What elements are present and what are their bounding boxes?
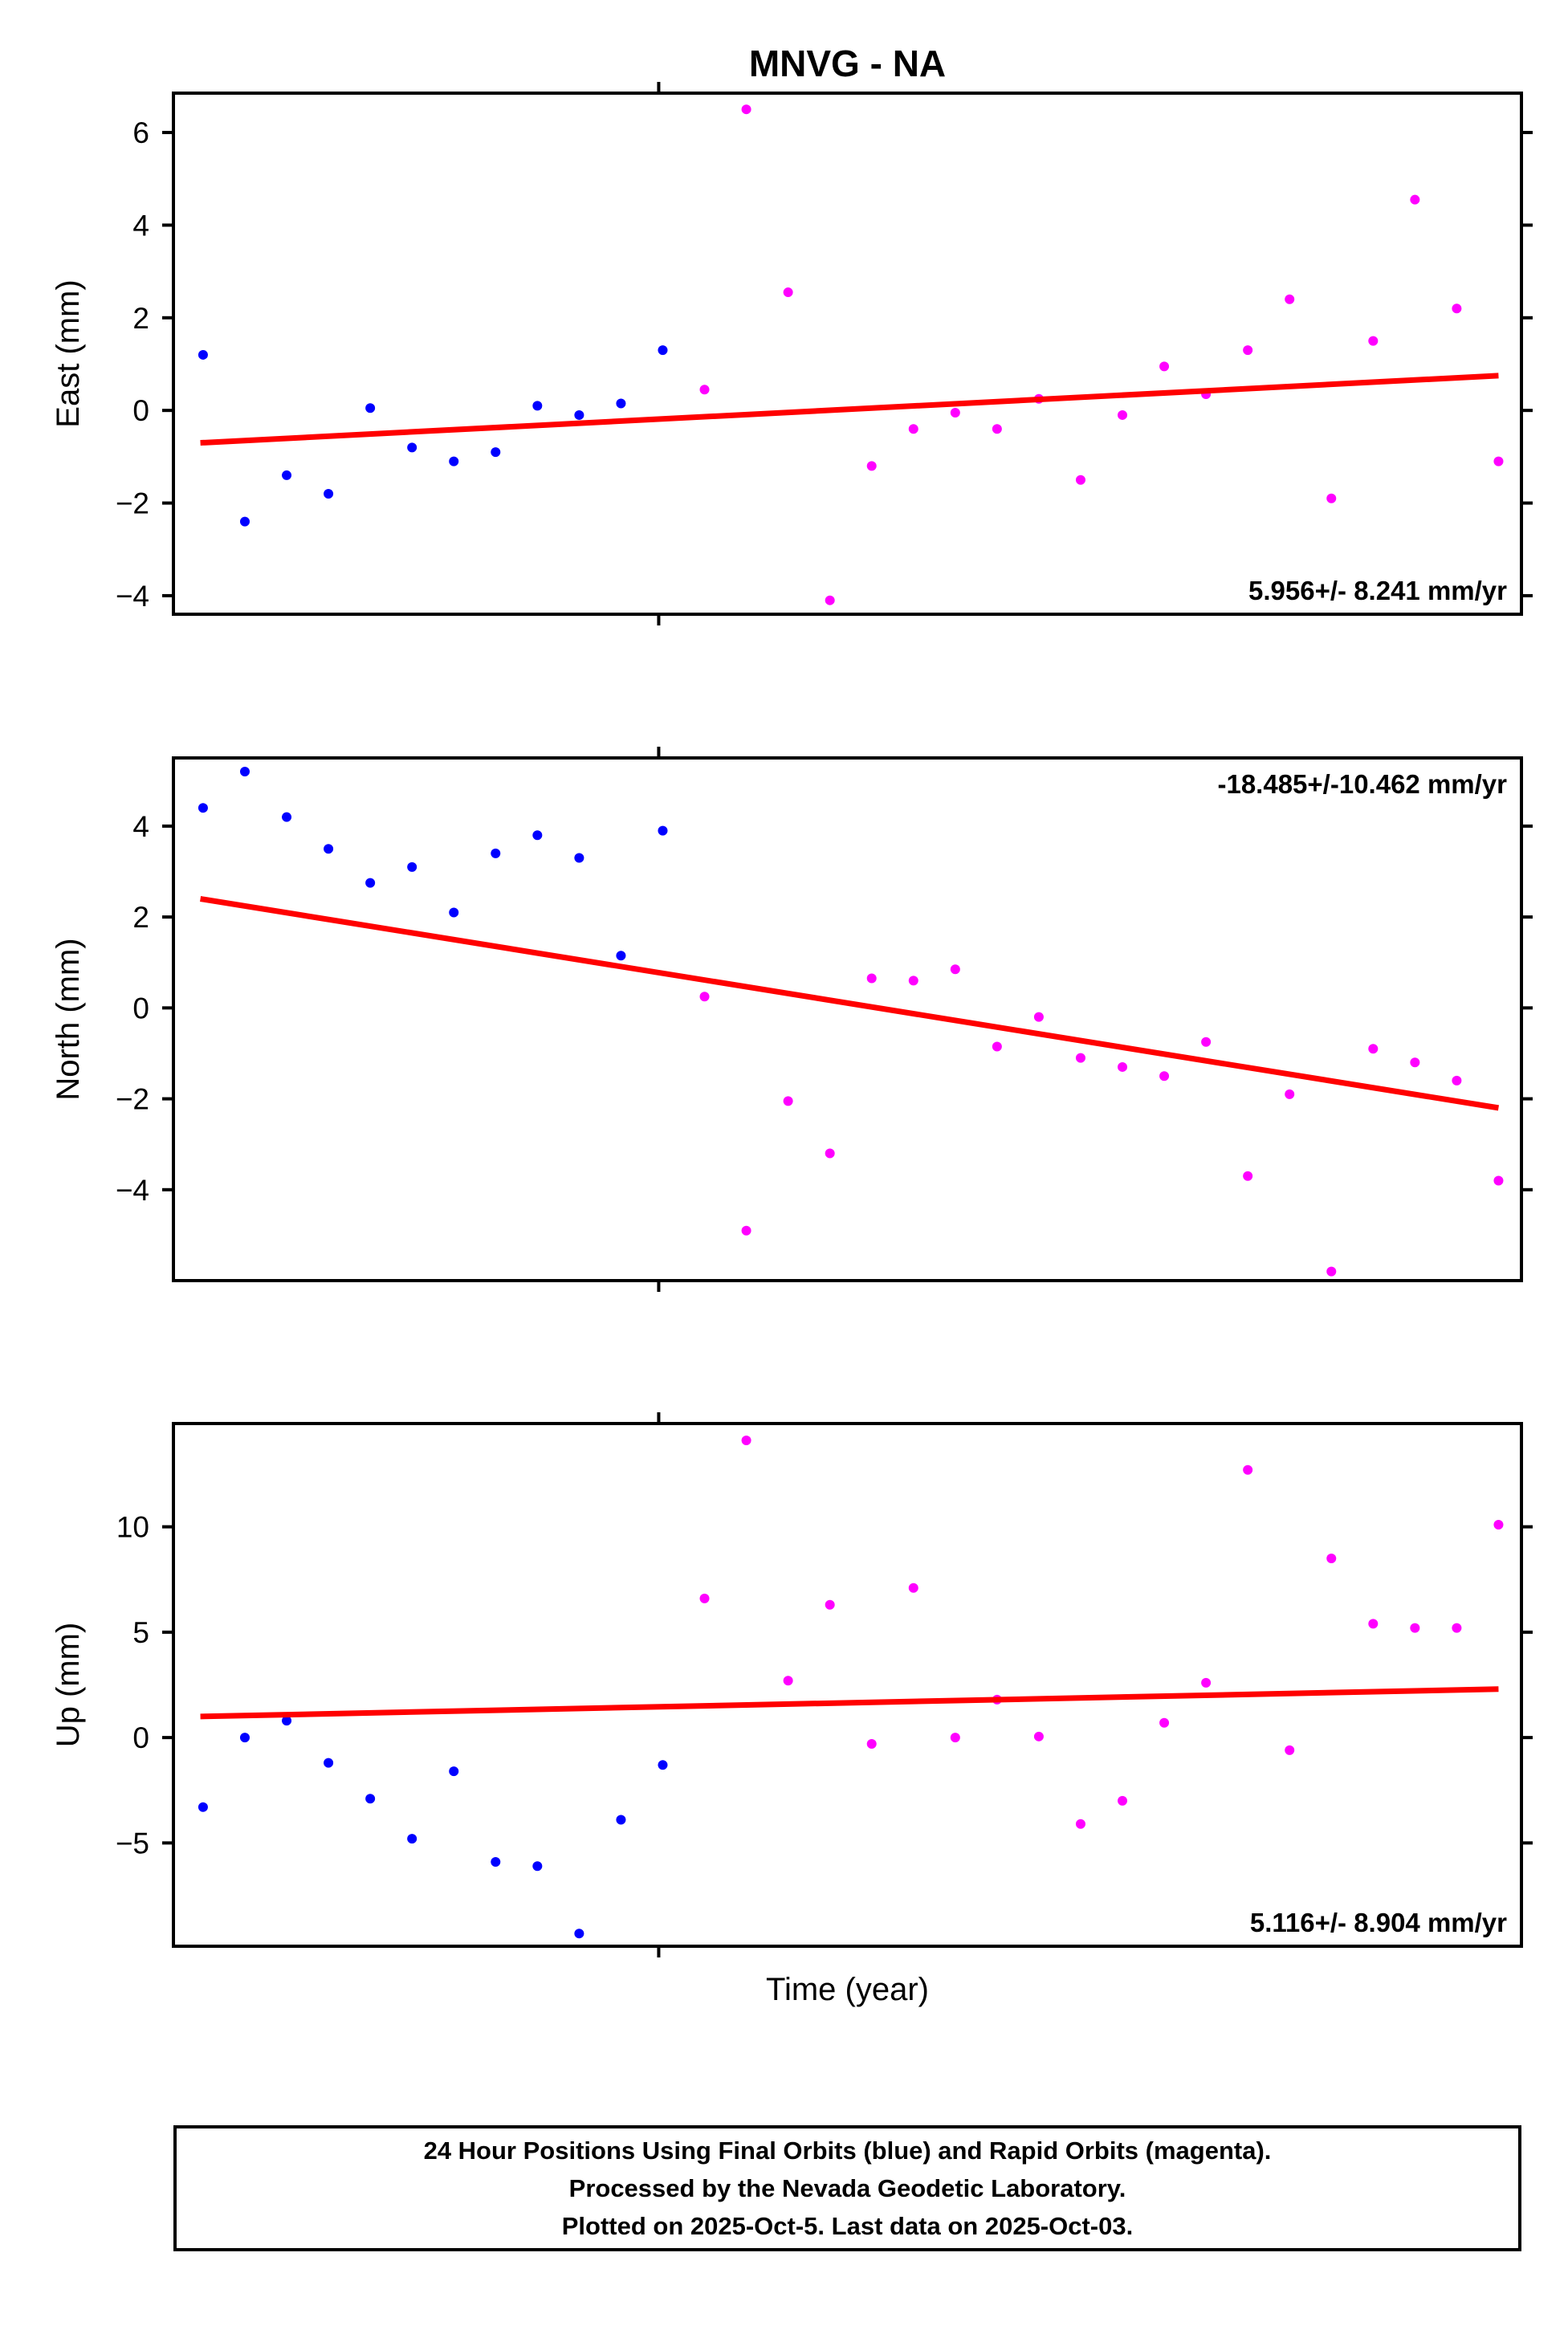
trend-line xyxy=(200,373,1499,446)
plot-frame xyxy=(172,92,1523,616)
rapid-orbits-points xyxy=(699,1436,1504,1829)
caption-line-1: 24 Hour Positions Using Final Orbits (bl… xyxy=(423,2137,1272,2165)
y-tick-label: −5 xyxy=(116,1827,149,1860)
east-panel: East (mm) 6 4 2 0 −2 −4 5.956+/- 8.241 mm/yr xyxy=(51,82,1533,625)
y-tick-label: 2 xyxy=(132,901,149,934)
y-tick-label: −4 xyxy=(116,1174,149,1207)
y-tick-label: −2 xyxy=(116,487,149,520)
y-tick-label: 0 xyxy=(132,992,149,1024)
final-orbits-points xyxy=(198,1716,668,1939)
caption-line-2: Processed by the Nevada Geodetic Laborat… xyxy=(568,2174,1126,2202)
rapid-orbits-points xyxy=(699,964,1504,1277)
plot-frame xyxy=(172,1422,1523,1948)
rate-annotation: -18.485+/-10.462 mm/yr xyxy=(1217,769,1507,799)
y-ticks: 4 2 0 −2 −4 xyxy=(116,810,1533,1207)
y-axis-label: Up (mm) xyxy=(51,1623,86,1748)
rate-annotation: 5.956+/- 8.241 mm/yr xyxy=(1248,576,1507,605)
plot-frame xyxy=(172,756,1523,1282)
y-tick-label: 6 xyxy=(132,116,149,149)
page-title: MNVG - NA xyxy=(748,43,947,84)
y-tick-label: 4 xyxy=(132,810,149,843)
caption-box: 24 Hour Positions Using Final Orbits (bl… xyxy=(173,2125,1521,2251)
y-axis-label: East (mm) xyxy=(51,279,86,427)
y-tick-label: 0 xyxy=(132,1721,149,1754)
final-orbits-points xyxy=(198,766,668,961)
caption-line-3: Plotted on 2025-Oct-5. Last data on 2025… xyxy=(561,2212,1134,2240)
trend-line xyxy=(200,896,1500,1111)
y-tick-label: −4 xyxy=(116,580,149,613)
up-panel: Up (mm) 10 5 0 −5 5.116+/- 8.904 mm/yr xyxy=(51,1412,1533,1957)
x-axis-label: Time (year) xyxy=(766,1972,929,2007)
y-ticks: 6 4 2 0 −2 −4 xyxy=(116,116,1533,613)
north-panel: North (mm) 4 2 0 −2 −4 -18.485+/-10.462 mm/yr xyxy=(51,747,1533,1292)
rapid-orbits-points xyxy=(699,104,1504,605)
y-ticks: 10 5 0 −5 xyxy=(116,1511,1533,1860)
y-tick-label: 10 xyxy=(116,1511,149,1544)
final-orbits-points xyxy=(198,345,668,527)
rate-annotation: 5.116+/- 8.904 mm/yr xyxy=(1250,1908,1507,1937)
y-tick-label: 5 xyxy=(132,1616,149,1649)
y-tick-label: −2 xyxy=(116,1083,149,1116)
y-tick-label: 2 xyxy=(132,302,149,335)
y-tick-label: 4 xyxy=(132,209,149,242)
y-tick-label: 0 xyxy=(132,394,149,427)
y-axis-label: North (mm) xyxy=(51,938,86,1100)
trend-line xyxy=(200,1686,1499,1720)
